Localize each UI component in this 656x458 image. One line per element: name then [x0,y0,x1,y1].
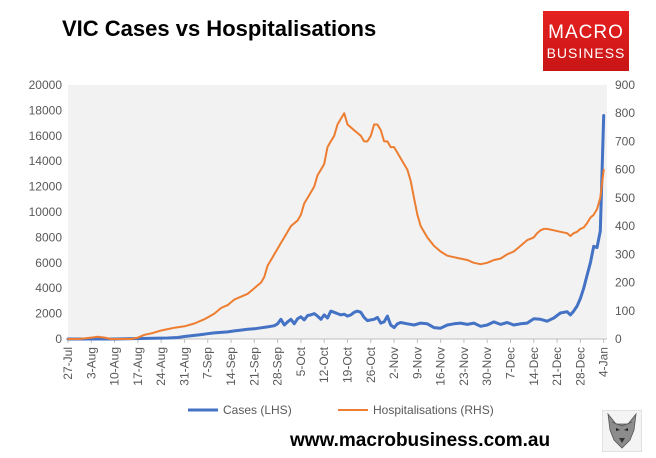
x-tick-label: 26-Oct [364,346,378,383]
x-tick-label: 21-Dec [550,347,564,386]
x-tick-label: 14-Sep [224,347,238,386]
left-tick-label: 14000 [29,154,63,168]
x-tick-label: 28-Sep [271,347,285,386]
x-tick-label: 10-Aug [108,347,122,386]
right-tick-label: 700 [615,134,635,148]
right-tick-label: 600 [615,163,635,177]
cases-series-line [66,114,606,341]
right-tick-label: 800 [615,106,635,120]
right-tick-label: 0 [615,332,622,346]
macrobusiness-logo: MACRO BUSINESS [543,11,629,71]
left-tick-label: 4000 [35,281,62,295]
hospitalisations-series-line [67,112,605,340]
website-url: www.macrobusiness.com.au [290,430,551,451]
x-tick-label: 24-Aug [154,347,168,386]
right-tick-label: 500 [615,191,635,205]
x-tick-label: 21-Sep [247,347,261,386]
left-tick-label: 2000 [35,307,62,321]
legend-label-hospitalisations: Hospitalisations (RHS) [373,403,494,417]
x-tick-label: 3-Aug [84,347,98,379]
x-tick-label: 5-Oct [294,346,308,376]
x-tick-label: 23-Nov [457,347,471,386]
x-tick-label: 31-Aug [177,347,191,386]
x-tick-label: 17-Aug [131,347,145,386]
legend-label-cases: Cases (LHS) [223,403,292,417]
logo-line2: BUSINESS [546,45,626,61]
right-axis: 0 100 200 300 400 500 600 700 800 900 [615,78,635,346]
left-tick-label: 0 [55,332,62,346]
x-tick-label: 14-Dec [527,347,541,386]
left-tick-label: 8000 [35,230,62,244]
left-tick-label: 6000 [35,256,62,270]
x-tick-label: 30-Nov [480,347,494,386]
left-tick-label: 18000 [29,103,63,117]
right-tick-label: 400 [615,219,635,233]
legend: Cases (LHS) Hospitalisations (RHS) [188,403,494,417]
x-tick-label: 28-Dec [573,347,587,386]
x-axis: 27-Jul 3-Aug 10-Aug 17-Aug 24-Aug 31-Aug 7-Sep… [61,338,611,386]
right-tick-label: 300 [615,247,635,261]
x-tick-label: 4-Jan [597,347,611,377]
right-tick-label: 100 [615,304,635,318]
x-tick-label: 19-Oct [340,346,354,383]
left-tick-label: 12000 [29,180,63,194]
left-axis: 0 2000 4000 6000 8000 10000 12000 14000 16000 180… [29,78,63,346]
wolf-head-icon [602,410,642,452]
logo-line1: MACRO [548,22,624,43]
left-tick-label: 20000 [29,78,63,92]
right-tick-label: 200 [615,276,635,290]
x-tick-label: 9-Nov [410,347,424,379]
x-tick-label: 12-Oct [317,346,331,383]
x-tick-label: 27-Jul [61,347,75,380]
left-tick-label: 10000 [29,205,63,219]
x-tick-label: 2-Nov [387,347,401,379]
right-tick-label: 900 [615,78,635,92]
left-tick-label: 16000 [29,129,63,143]
series-lines [66,112,606,341]
x-tick-label: 7-Dec [504,347,518,379]
chart-title: VIC Cases vs Hospitalisations [62,16,377,41]
x-tick-label: 16-Nov [434,347,448,386]
x-tick-label: 7-Sep [201,347,215,379]
